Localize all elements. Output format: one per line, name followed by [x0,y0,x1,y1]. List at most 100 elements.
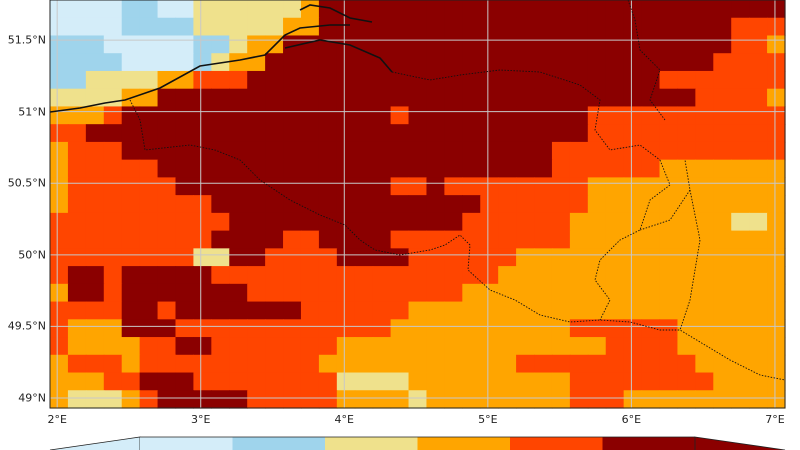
grid-cell [605,212,625,232]
grid-cell [318,0,338,19]
grid-cell [641,319,661,338]
grid-cell [713,106,732,125]
grid-cell [103,195,123,214]
grid-cell [408,266,428,285]
grid-cell [121,337,141,356]
grid-cell [300,159,320,178]
grid-cell [444,141,463,161]
grid-cell [516,124,535,143]
grid-cell [247,141,266,161]
grid-cell [695,53,714,72]
grid-cell [695,88,714,108]
grid-cell [67,70,87,90]
grid-cell [247,159,266,178]
grid-cell [534,0,553,19]
colorbar-extend-high [694,436,786,450]
grid-cell [623,88,643,108]
grid-cell [426,0,445,19]
grid-cell [157,70,177,90]
grid-cell [247,372,266,391]
grid-cell [67,337,87,356]
grid-cell [713,0,732,19]
grid-cell [695,354,714,374]
grid-cell [67,212,87,232]
grid-cell [390,70,410,90]
grid-cell [659,35,679,54]
lat-label: 50.5°N [7,176,46,190]
grid-cell [623,354,643,374]
grid-cell [749,35,768,54]
grid-cell [336,248,356,267]
grid-cell [534,141,553,161]
grid-cell [749,0,768,19]
grid-cell [390,177,410,196]
grid-cell [623,266,643,285]
grid-cell [390,266,410,285]
grid-cell [569,372,589,391]
grid-cell [605,141,625,161]
grid-cell [103,159,123,178]
grid-cell [498,17,517,37]
grid-cell [731,159,750,178]
grid-cell [749,319,768,338]
grid-cell [623,283,643,303]
grid-cell [265,17,284,37]
grid-cell [283,0,302,19]
grid-cell [247,301,266,320]
grid-cell [749,159,768,178]
grid-cell [551,283,571,303]
grid-cell [283,372,302,391]
grid-cell [426,35,445,54]
grid-cell [641,248,661,267]
grid-cell [247,354,266,374]
grid-cell [336,159,356,178]
grid-cell [265,319,284,338]
grid-cell [623,319,643,338]
grid-cell [713,283,732,303]
grid-cell [713,70,732,90]
grid-cell [121,0,141,19]
grid-cell [157,354,177,374]
grid-cell [534,283,553,303]
grid-cell [480,354,499,374]
grid-cell [480,195,499,214]
grid-cell [211,35,230,54]
grid-cell [569,141,589,161]
grid-cell [569,354,589,374]
grid-cell [641,159,661,178]
grid-cell [444,0,463,19]
grid-cell [713,17,732,37]
grid-cell [444,248,463,267]
grid-cell [85,195,105,214]
grid-cell [318,354,338,374]
grid-cell [731,212,750,232]
grid-cell [551,0,571,19]
grid-cell [587,0,607,19]
grid-cell [247,248,266,267]
grid-cell [103,212,123,232]
grid-cell [193,301,212,320]
grid-cell [247,70,266,90]
grid-cell [318,230,338,249]
grid-cell [229,266,248,285]
grid-cell [551,354,571,374]
grid-cell [85,159,105,178]
grid-cell [569,53,589,72]
grid-cell [139,106,159,125]
grid-cell [193,283,212,303]
grid-cell [103,283,123,303]
grid-cell [300,195,320,214]
grid-cell [372,0,392,19]
grid-cell [480,177,499,196]
grid-cell [569,17,589,37]
grid-cell [354,159,374,178]
grid-cell [749,141,768,161]
grid-cell [641,124,661,143]
grid-cell [354,354,374,374]
grid-cell [516,141,535,161]
grid-cell [480,0,499,19]
grid-cell [569,283,589,303]
grid-cell [605,390,625,409]
grid-cell [121,212,141,232]
grid-cell [731,195,750,214]
